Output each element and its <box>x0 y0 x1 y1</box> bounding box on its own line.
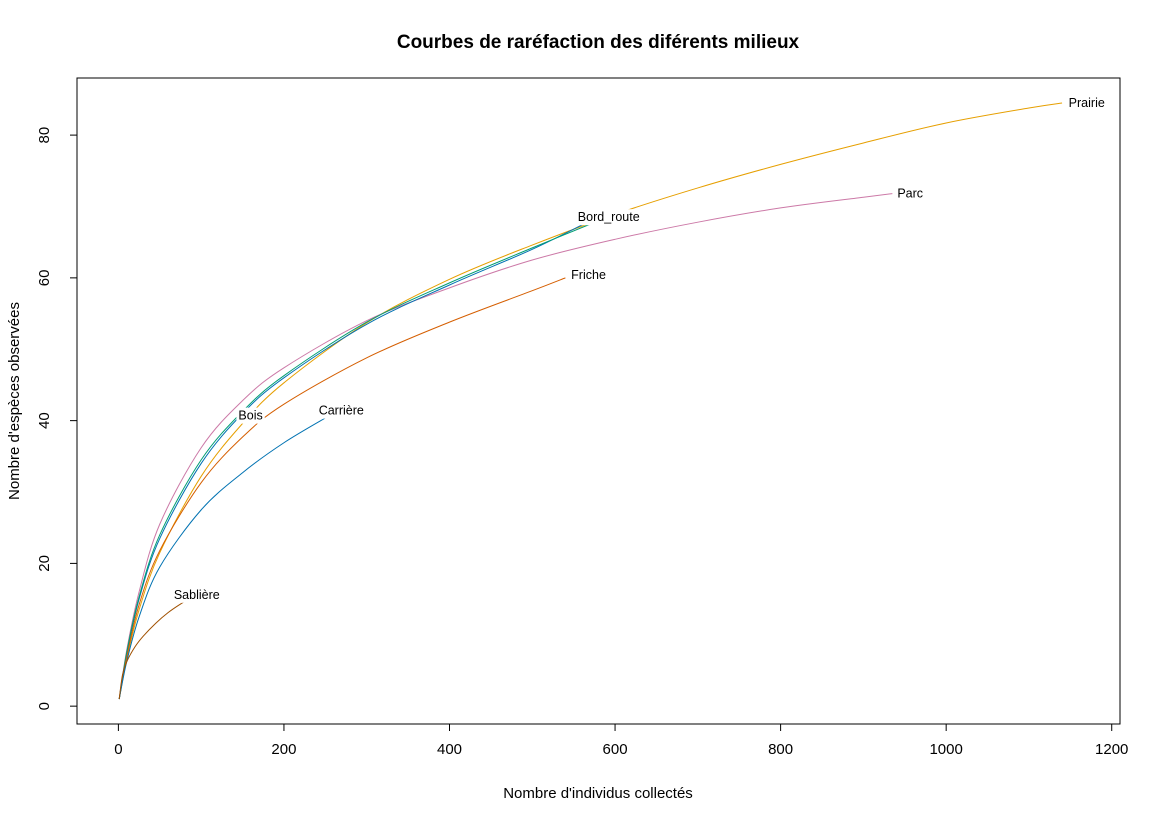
curve-label-bg <box>1066 94 1107 111</box>
y-axis: 0 20 40 60 80 <box>36 127 78 710</box>
curve-label-carriere: Carrière <box>319 404 364 418</box>
curve-label-friche: Friche <box>571 268 606 282</box>
curve-label-sabliere: Sablière <box>174 588 220 602</box>
curve-parc <box>118 193 893 700</box>
y-axis-label: Nombre d'espèces observées <box>6 302 23 500</box>
x-axis-label: Nombre d'individus collectés <box>503 785 693 802</box>
curve-label-bg <box>895 185 926 202</box>
x-tick-label: 600 <box>603 741 628 758</box>
x-tick-label: 200 <box>271 741 296 758</box>
curve-labels: Prairie Parc Bord_route Bois Friche Carrière S… <box>171 94 1107 603</box>
y-tick-label: 80 <box>36 127 53 144</box>
y-tick-label: 0 <box>36 702 53 710</box>
curve-label-bg <box>236 407 265 424</box>
y-tick-label: 20 <box>36 555 53 572</box>
curve-label-bg <box>316 402 366 419</box>
y-tick-label: 40 <box>36 412 53 429</box>
x-tick-label: 1200 <box>1095 741 1128 758</box>
plot-frame <box>76 77 1121 725</box>
x-tick-label: 1000 <box>929 741 962 758</box>
curve-sabliere <box>118 598 190 700</box>
curve-label-parc: Parc <box>897 187 923 201</box>
curve-label-bg <box>575 209 642 226</box>
x-tick-label: 400 <box>437 741 462 758</box>
chart-title: Courbes de raréfaction des diférents mil… <box>397 32 800 53</box>
x-tick-label: 0 <box>114 741 122 758</box>
curve-bord-route <box>118 220 591 700</box>
x-axis: 0 200 400 600 800 1000 1200 <box>114 723 1128 758</box>
curve-friche <box>118 277 566 700</box>
curve-label-prairie: Prairie <box>1069 96 1105 110</box>
curve-label-bord-route: Bord_route <box>578 210 640 224</box>
curve-carriere <box>118 415 330 700</box>
x-tick-label: 800 <box>768 741 793 758</box>
y-tick-label: 60 <box>36 270 53 287</box>
curve-prairie <box>118 102 1063 700</box>
curve-label-bg <box>569 267 608 284</box>
curve-label-bg <box>171 586 222 603</box>
curve-label-bois: Bois <box>238 409 262 423</box>
